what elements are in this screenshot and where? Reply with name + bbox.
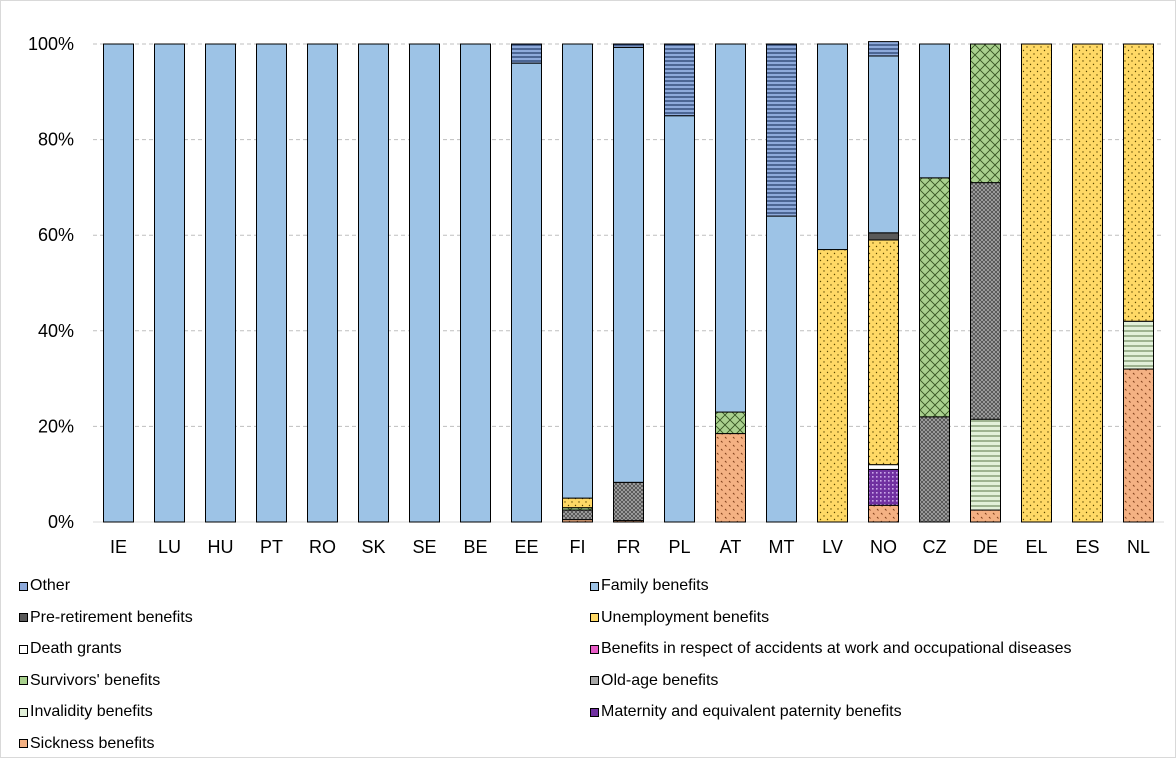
x-tick-label: LV — [822, 537, 843, 557]
bar-segment: SE — Family benefits — [409, 43, 440, 523]
bar-segment: DE — Old-age benefits — [970, 182, 1001, 420]
bar-segment: DE — Survivors' benefits — [970, 43, 1001, 184]
x-tick-label: RO — [309, 537, 336, 557]
bar-segment: NL — Sickness benefits — [1123, 368, 1154, 523]
bar-segment: PT — Family benefits — [256, 43, 287, 523]
bar-segment: FR — Old-age benefits — [613, 481, 644, 522]
bar-segment: EE — Other — [511, 43, 542, 64]
bar-segment: NO — Unemployment benefits — [868, 239, 899, 466]
x-tick-label: FR — [617, 537, 641, 557]
x-tick-label: CZ — [923, 537, 947, 557]
x-tick-label: ES — [1075, 537, 1099, 557]
bar-segment: PL — Family benefits — [664, 115, 695, 523]
x-tick-label: DE — [973, 537, 998, 557]
x-tick-label: SE — [412, 537, 436, 557]
bar-segment: CZ — Old-age benefits — [919, 416, 950, 523]
bar-segment: PL — Other — [664, 43, 695, 117]
bar-segment: MT — Family benefits — [766, 215, 797, 523]
bar-segment: FI — Old-age benefits — [562, 509, 593, 521]
y-tick-label: 60% — [38, 225, 74, 245]
y-tick-label: 20% — [38, 416, 74, 436]
bar-segment: HU — Family benefits — [205, 43, 236, 523]
bar-segment: NO — Other — [868, 41, 899, 57]
x-tick-label: PT — [260, 537, 283, 557]
bar-segment: DE — Invalidity benefits — [970, 418, 1001, 511]
x-tick-label: NL — [1127, 537, 1150, 557]
bar-segment: DE — Sickness benefits — [970, 509, 1001, 523]
bar-segment: FR — Family benefits — [613, 46, 644, 483]
bar-segment: FI — Unemployment benefits — [562, 497, 593, 509]
bar-segment: NL — Unemployment benefits — [1123, 43, 1154, 322]
bar-segment: NL — Invalidity benefits — [1123, 320, 1154, 370]
bar-segment: SK — Family benefits — [358, 43, 389, 523]
x-tick-label: EE — [514, 537, 538, 557]
bar-segment: LV — Family benefits — [817, 43, 848, 251]
x-tick-label: MT — [769, 537, 795, 557]
x-tick-label: EL — [1025, 537, 1047, 557]
bar-segment: EE — Family benefits — [511, 62, 542, 523]
bar-segment: RO — Family benefits — [307, 43, 338, 523]
y-tick-label: 80% — [38, 130, 74, 150]
x-tick-label: FI — [570, 537, 586, 557]
bar-segment: EL — Unemployment benefits — [1021, 43, 1052, 523]
bar-segment: IE — Family benefits — [103, 43, 134, 523]
x-tick-label: NO — [870, 537, 897, 557]
bar-segment: NO — Family benefits — [868, 55, 899, 234]
x-tick-label: LU — [158, 537, 181, 557]
x-tick-label: IE — [110, 537, 127, 557]
y-tick-label: 100% — [28, 34, 74, 54]
bar-segment: ES — Unemployment benefits — [1072, 43, 1103, 523]
bar-segment: NO — Maternity and equivalent paternity … — [868, 468, 899, 506]
bar-segment: AT — Sickness benefits — [715, 433, 746, 523]
x-tick-label: HU — [208, 537, 234, 557]
bar-segment: NO — Pre-retirement benefits — [868, 232, 899, 241]
y-tick-label: 40% — [38, 321, 74, 341]
bar-segment: AT — Survivors' benefits — [715, 411, 746, 435]
x-tick-label: AT — [720, 537, 742, 557]
y-tick-label: 0% — [48, 512, 74, 532]
bar-segment: FI — Family benefits — [562, 43, 593, 499]
x-tick-label: SK — [361, 537, 385, 557]
x-tick-label: BE — [463, 537, 487, 557]
bar-segment: LV — Unemployment benefits — [817, 249, 848, 523]
bar-segment: AT — Family benefits — [715, 43, 746, 413]
bar-segment: NO — Sickness benefits — [868, 504, 899, 523]
bar-segment: LU — Family benefits — [154, 43, 185, 523]
x-tick-label: PL — [668, 537, 690, 557]
bar-segment: CZ — Survivors' benefits — [919, 177, 950, 418]
bar-segment: MT — Other — [766, 43, 797, 217]
bar-segment: FR — Other — [613, 43, 644, 48]
bar-segment: BE — Family benefits — [460, 43, 491, 523]
bar-segment: NO — Death grants — [868, 464, 899, 470]
bar-segment: CZ — Family benefits — [919, 43, 950, 179]
